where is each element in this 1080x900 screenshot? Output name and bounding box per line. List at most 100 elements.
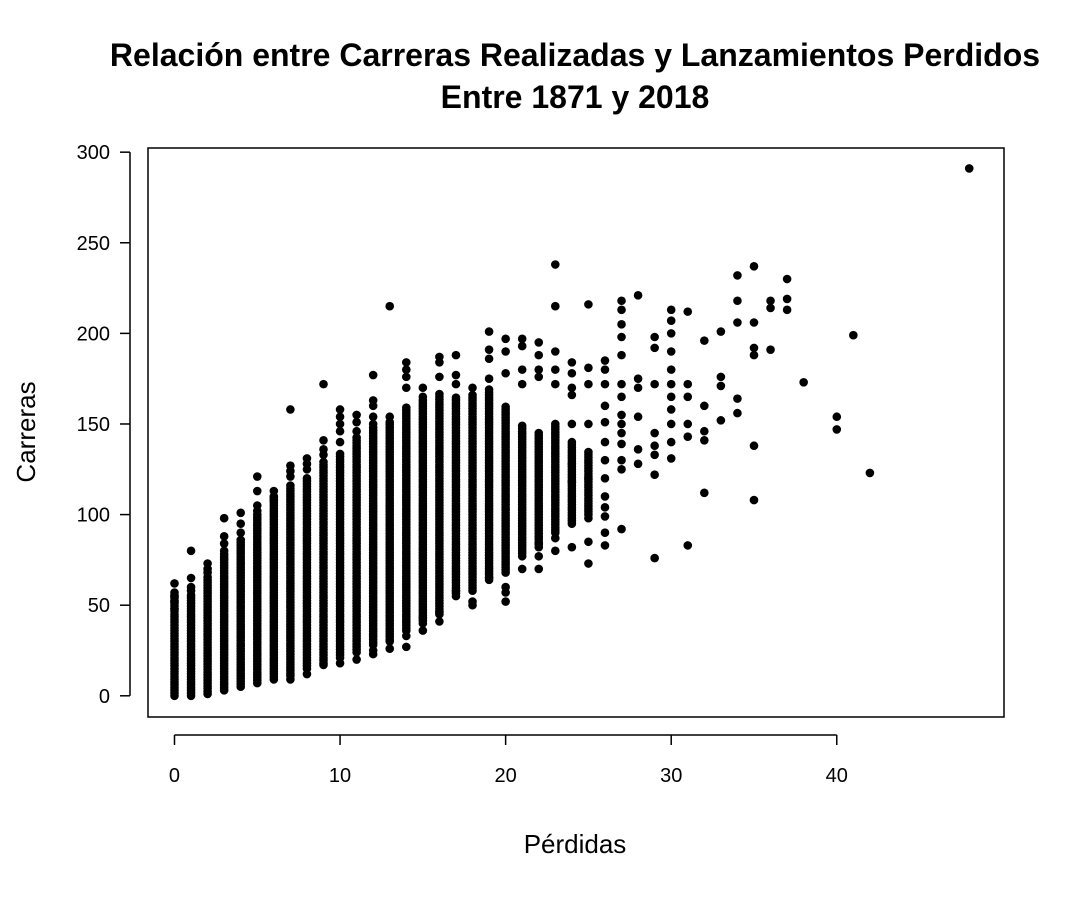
data-point bbox=[617, 428, 626, 438]
data-point bbox=[633, 374, 643, 383]
data-point bbox=[617, 419, 626, 429]
data-point bbox=[435, 358, 444, 367]
data-point bbox=[567, 542, 577, 552]
data-point bbox=[203, 568, 212, 577]
data-point bbox=[401, 642, 411, 652]
y-tick-label: 250 bbox=[77, 233, 110, 255]
data-point bbox=[335, 658, 345, 668]
data-point bbox=[451, 370, 461, 380]
data-point bbox=[666, 437, 676, 447]
data-point bbox=[252, 472, 262, 481]
data-point bbox=[186, 586, 196, 595]
data-point bbox=[733, 296, 742, 306]
data-point bbox=[782, 294, 792, 304]
y-tick-label: 150 bbox=[77, 414, 110, 436]
data-point bbox=[319, 435, 328, 445]
data-point bbox=[468, 390, 477, 400]
x-axis-label: Pérdidas bbox=[524, 829, 627, 859]
data-point bbox=[451, 350, 461, 360]
data-point bbox=[666, 347, 676, 356]
data-point bbox=[650, 332, 659, 342]
data-point bbox=[666, 419, 676, 429]
data-point bbox=[600, 474, 610, 483]
data-point bbox=[501, 597, 510, 606]
data-point bbox=[600, 401, 610, 411]
data-point bbox=[600, 365, 610, 374]
data-point bbox=[584, 447, 593, 457]
data-point bbox=[401, 372, 411, 382]
data-point bbox=[832, 412, 842, 422]
x-tick-label: 0 bbox=[169, 765, 180, 787]
data-point bbox=[401, 358, 411, 367]
data-point bbox=[600, 541, 610, 550]
data-point bbox=[236, 528, 246, 538]
data-point bbox=[633, 445, 643, 454]
data-point bbox=[600, 528, 610, 538]
data-point bbox=[766, 296, 775, 306]
data-point bbox=[501, 588, 510, 597]
data-point bbox=[368, 370, 378, 380]
data-point bbox=[700, 488, 709, 498]
data-point bbox=[683, 432, 693, 441]
data-point bbox=[286, 472, 295, 481]
data-point bbox=[385, 644, 395, 653]
data-point bbox=[319, 450, 328, 460]
data-point bbox=[484, 573, 494, 583]
data-point bbox=[650, 379, 659, 389]
data-point bbox=[551, 301, 560, 311]
data-point bbox=[352, 410, 361, 420]
y-axis: 0 50 100 150 200 250 300 bbox=[77, 142, 131, 708]
data-point bbox=[534, 365, 544, 374]
data-point bbox=[650, 553, 659, 563]
data-point bbox=[716, 381, 726, 391]
data-point bbox=[567, 437, 577, 447]
data-point bbox=[733, 408, 742, 418]
data-point bbox=[484, 345, 494, 354]
data-point bbox=[865, 468, 875, 478]
data-point bbox=[749, 318, 759, 327]
data-point bbox=[435, 389, 444, 399]
data-point bbox=[418, 383, 428, 393]
x-tick-label: 20 bbox=[495, 765, 517, 787]
data-point bbox=[584, 363, 593, 373]
data-point bbox=[567, 419, 577, 429]
data-point bbox=[551, 419, 560, 429]
data-point bbox=[517, 365, 527, 374]
data-point bbox=[617, 439, 626, 449]
data-point bbox=[849, 330, 858, 340]
data-point bbox=[335, 419, 345, 429]
data-point bbox=[236, 508, 246, 518]
data-point bbox=[733, 271, 742, 280]
data-point bbox=[219, 539, 229, 548]
data-point bbox=[401, 365, 411, 374]
data-point bbox=[600, 492, 610, 501]
data-point bbox=[766, 303, 775, 313]
data-point bbox=[385, 301, 395, 311]
data-point bbox=[617, 455, 626, 465]
data-point bbox=[186, 546, 196, 556]
data-point bbox=[749, 343, 759, 353]
data-point bbox=[335, 449, 345, 459]
data-point bbox=[683, 541, 693, 550]
data-point bbox=[666, 316, 676, 325]
data-point bbox=[617, 350, 626, 360]
data-point bbox=[335, 412, 345, 422]
data-point bbox=[418, 626, 428, 635]
data-point bbox=[700, 426, 709, 436]
data-point bbox=[749, 441, 759, 451]
data-point bbox=[716, 416, 726, 425]
data-point bbox=[451, 379, 461, 389]
data-point bbox=[468, 600, 477, 610]
data-point bbox=[484, 354, 494, 364]
data-point bbox=[666, 454, 676, 463]
data-point bbox=[633, 459, 643, 469]
data-point bbox=[170, 597, 179, 606]
data-point bbox=[501, 347, 510, 356]
data-point bbox=[600, 455, 610, 465]
data-point bbox=[551, 379, 560, 389]
x-tick-label: 40 bbox=[826, 765, 848, 787]
data-point bbox=[666, 379, 676, 389]
data-point bbox=[567, 368, 577, 378]
chart-title-line-1: Relación entre Carreras Realizadas y Lan… bbox=[110, 37, 1040, 73]
